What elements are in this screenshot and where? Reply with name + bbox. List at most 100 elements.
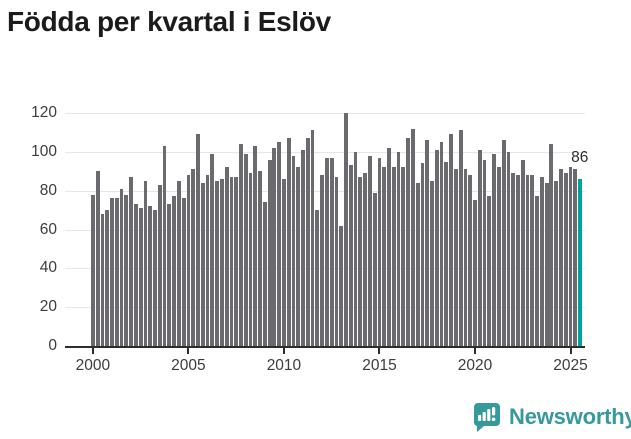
x-axis-label: 2005: [171, 357, 206, 374]
bar: [176, 180, 181, 346]
bar: [473, 200, 477, 346]
bar: [444, 161, 449, 346]
bar: [282, 179, 286, 346]
bar: [554, 180, 559, 346]
bar: [410, 128, 415, 346]
bar: [243, 153, 248, 346]
bar: [406, 138, 410, 346]
gridline: [65, 190, 585, 192]
bar: [434, 149, 439, 346]
gridline: [65, 268, 585, 270]
x-axis-label: 2000: [75, 357, 111, 374]
bar: [133, 204, 138, 346]
bar: [396, 151, 401, 346]
bar: [372, 192, 377, 346]
y-axis-label: 0: [48, 337, 57, 354]
tick-mark: [282, 346, 285, 354]
bar: [186, 175, 191, 346]
bar: [458, 130, 463, 346]
highlight-bar: [578, 179, 582, 346]
bar: [401, 167, 406, 346]
bar: [262, 202, 267, 346]
bar: [286, 138, 291, 346]
bar: [129, 177, 133, 346]
bar: [181, 198, 186, 346]
bar: [148, 206, 153, 346]
bar: [301, 149, 305, 346]
bar: [344, 113, 348, 346]
x-axis-label: 2020: [457, 357, 493, 374]
newsworthy-logo[interactable]: Newsworthy: [471, 401, 631, 432]
bar: [496, 167, 501, 346]
bar: [253, 146, 258, 346]
bar: [200, 182, 205, 346]
gridline: [65, 113, 585, 114]
bar: [272, 147, 277, 346]
bar: [520, 159, 525, 346]
gridline: [65, 307, 585, 309]
bar: [305, 138, 310, 346]
bar: [525, 175, 530, 346]
bar: [535, 196, 539, 346]
bar: [391, 167, 396, 346]
bar: [363, 173, 368, 346]
bar: [325, 157, 329, 346]
bar: [119, 188, 124, 346]
bar: [224, 167, 229, 346]
bar: [463, 169, 468, 346]
bar: [425, 140, 430, 346]
bar: [138, 208, 143, 346]
x-axis-label: 2015: [362, 357, 397, 374]
bar: [172, 196, 176, 346]
bar: [482, 159, 487, 346]
bar: [258, 171, 262, 346]
tick-mark: [91, 346, 94, 354]
bar: [506, 151, 511, 346]
bar: [559, 169, 563, 346]
x-axis-label: 2010: [266, 357, 302, 374]
value-annotation: 86: [571, 149, 589, 167]
gridline: [65, 229, 585, 231]
y-axis-label: 60: [39, 220, 57, 238]
bar: [277, 142, 282, 346]
tick-mark: [187, 346, 190, 354]
bar: [453, 169, 458, 346]
y-axis-label: 20: [39, 298, 57, 316]
bar: [339, 225, 344, 346]
bar: [239, 144, 243, 346]
bar: [191, 169, 196, 346]
bar: [430, 180, 434, 346]
x-axis-line: [65, 346, 585, 348]
bar: [334, 177, 339, 346]
bar: [267, 159, 272, 346]
y-axis-label: 80: [39, 181, 57, 199]
bar: [110, 198, 114, 346]
bar: [501, 140, 506, 346]
bar: [196, 134, 200, 346]
bar: [315, 210, 320, 346]
bar: [544, 182, 549, 346]
bar: [468, 175, 473, 346]
bar: [348, 165, 353, 346]
bar: [162, 146, 167, 346]
bar: [439, 142, 444, 346]
bar: [573, 169, 578, 346]
bar: [420, 163, 425, 346]
bar: [516, 175, 520, 346]
bar: [358, 177, 363, 346]
bar: [234, 177, 239, 346]
bar: [449, 134, 453, 346]
bar: [248, 173, 253, 346]
bar: [487, 196, 492, 346]
bar: [291, 155, 296, 346]
bar: [563, 173, 568, 346]
bar: [387, 147, 391, 346]
x-axis-label: 2025: [553, 357, 588, 374]
bar: [329, 157, 334, 346]
bar: [210, 153, 215, 346]
bar: [205, 175, 210, 346]
bar: [153, 210, 157, 346]
bar: [219, 179, 224, 346]
bar: [511, 173, 516, 346]
